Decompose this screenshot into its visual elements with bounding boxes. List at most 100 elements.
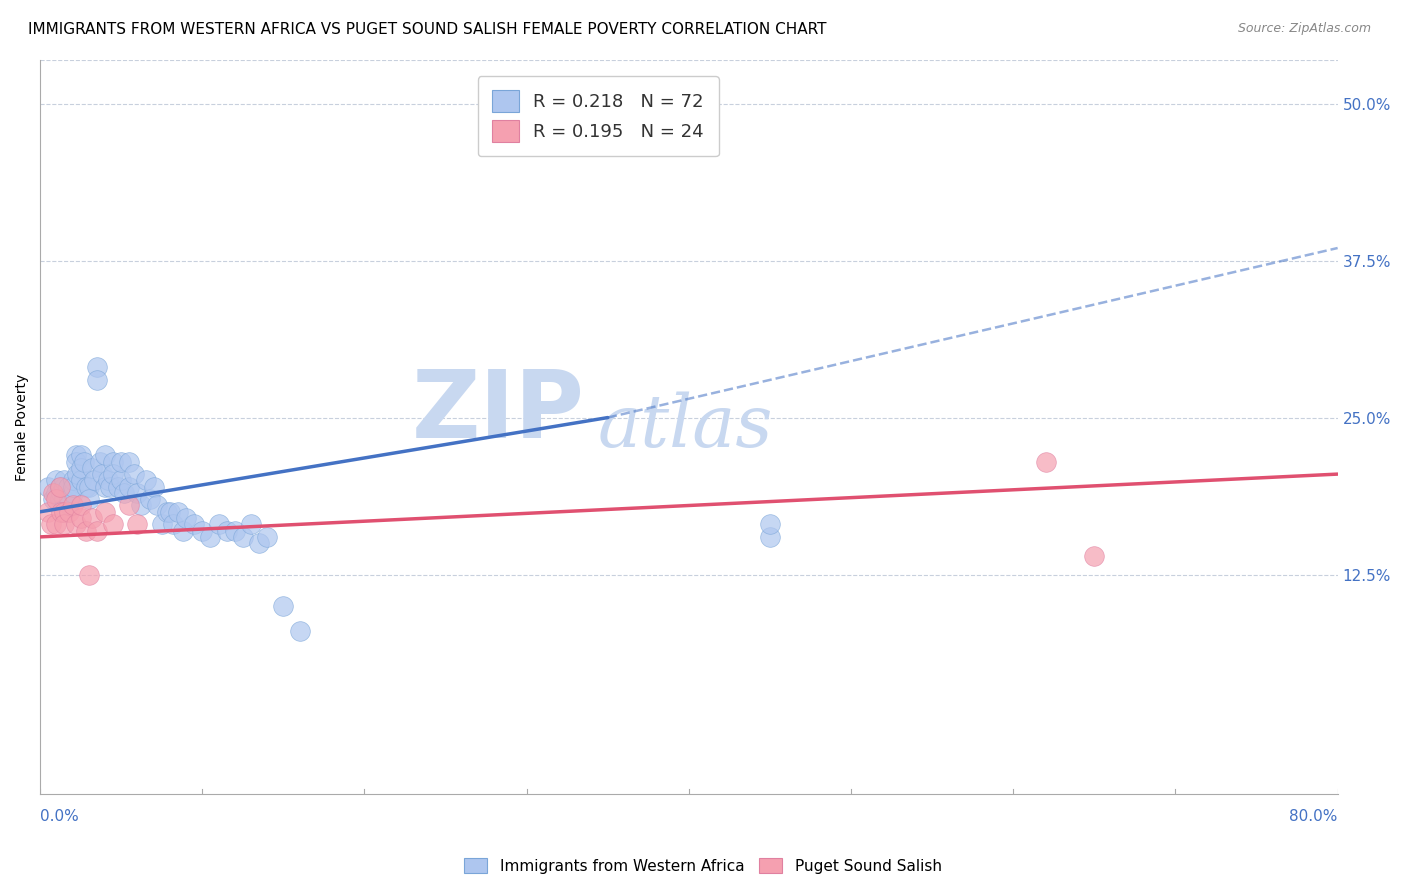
Point — [101, 454, 124, 468]
Point — [53, 480, 76, 494]
Point — [110, 474, 132, 488]
Point — [150, 517, 173, 532]
Point — [62, 486, 84, 500]
Point — [86, 360, 108, 375]
Point — [53, 517, 76, 532]
Point — [80, 460, 103, 475]
Point — [172, 524, 194, 538]
Point — [65, 448, 87, 462]
Point — [77, 567, 100, 582]
Point — [127, 517, 149, 532]
Point — [53, 474, 76, 488]
Point — [759, 530, 782, 544]
Point — [232, 530, 254, 544]
Point — [69, 499, 91, 513]
Point — [94, 448, 117, 462]
Point — [146, 499, 169, 513]
Point — [135, 474, 157, 488]
Point — [94, 505, 117, 519]
Point — [65, 454, 87, 468]
Point — [162, 517, 184, 532]
Point — [45, 517, 67, 532]
Point — [53, 492, 76, 507]
Point — [69, 511, 91, 525]
Point — [118, 499, 141, 513]
Point — [53, 505, 76, 519]
Text: IMMIGRANTS FROM WESTERN AFRICA VS PUGET SOUND SALISH FEMALE POVERTY CORRELATION : IMMIGRANTS FROM WESTERN AFRICA VS PUGET … — [28, 22, 827, 37]
Point — [45, 474, 67, 488]
Point — [77, 492, 100, 507]
Point — [69, 474, 91, 488]
Point — [37, 480, 59, 494]
Point — [200, 530, 222, 544]
Point — [51, 486, 73, 500]
Point — [239, 517, 262, 532]
Point — [288, 624, 311, 639]
Point — [139, 492, 162, 507]
Point — [73, 454, 96, 468]
Point — [273, 599, 295, 613]
Point — [98, 480, 121, 494]
Point — [42, 486, 65, 500]
Point — [75, 524, 97, 538]
Point — [90, 467, 112, 481]
Point — [69, 460, 91, 475]
Text: 80.0%: 80.0% — [1289, 809, 1337, 824]
Point — [256, 530, 278, 544]
Point — [110, 454, 132, 468]
Point — [58, 492, 80, 507]
Point — [41, 517, 63, 532]
Point — [1083, 549, 1105, 563]
Point — [142, 480, 165, 494]
Text: 0.0%: 0.0% — [41, 809, 79, 824]
Point — [86, 524, 108, 538]
Point — [48, 480, 70, 494]
Point — [118, 454, 141, 468]
Text: ZIP: ZIP — [412, 367, 585, 458]
Point — [86, 373, 108, 387]
Point — [45, 492, 67, 507]
Point — [62, 480, 84, 494]
Point — [207, 517, 229, 532]
Point — [114, 486, 136, 500]
Point — [129, 499, 152, 513]
Point — [215, 524, 238, 538]
Point — [48, 492, 70, 507]
Point — [42, 492, 65, 507]
Point — [122, 467, 145, 481]
Point — [56, 480, 79, 494]
Point — [80, 511, 103, 525]
Y-axis label: Female Poverty: Female Poverty — [15, 374, 30, 481]
Text: Source: ZipAtlas.com: Source: ZipAtlas.com — [1237, 22, 1371, 36]
Point — [37, 505, 59, 519]
Point — [156, 505, 179, 519]
Point — [247, 536, 270, 550]
Legend: Immigrants from Western Africa, Puget Sound Salish: Immigrants from Western Africa, Puget So… — [458, 852, 948, 880]
Point — [65, 517, 87, 532]
Point — [48, 480, 70, 494]
Point — [191, 524, 214, 538]
Point — [94, 480, 117, 494]
Point — [107, 480, 129, 494]
Text: atlas: atlas — [598, 392, 773, 462]
Point — [101, 517, 124, 532]
Point — [127, 486, 149, 500]
Point — [224, 524, 246, 538]
Point — [75, 480, 97, 494]
Point — [62, 499, 84, 513]
Point — [66, 467, 89, 481]
Point — [89, 454, 111, 468]
Point — [45, 486, 67, 500]
Point — [58, 505, 80, 519]
Legend: R = 0.218   N = 72, R = 0.195   N = 24: R = 0.218 N = 72, R = 0.195 N = 24 — [478, 76, 718, 156]
Point — [83, 474, 105, 488]
Point — [69, 448, 91, 462]
Point — [58, 499, 80, 513]
Point — [1035, 454, 1057, 468]
Point — [118, 480, 141, 494]
Point — [101, 467, 124, 481]
Point — [62, 474, 84, 488]
Point — [51, 505, 73, 519]
Point — [167, 505, 190, 519]
Point — [77, 480, 100, 494]
